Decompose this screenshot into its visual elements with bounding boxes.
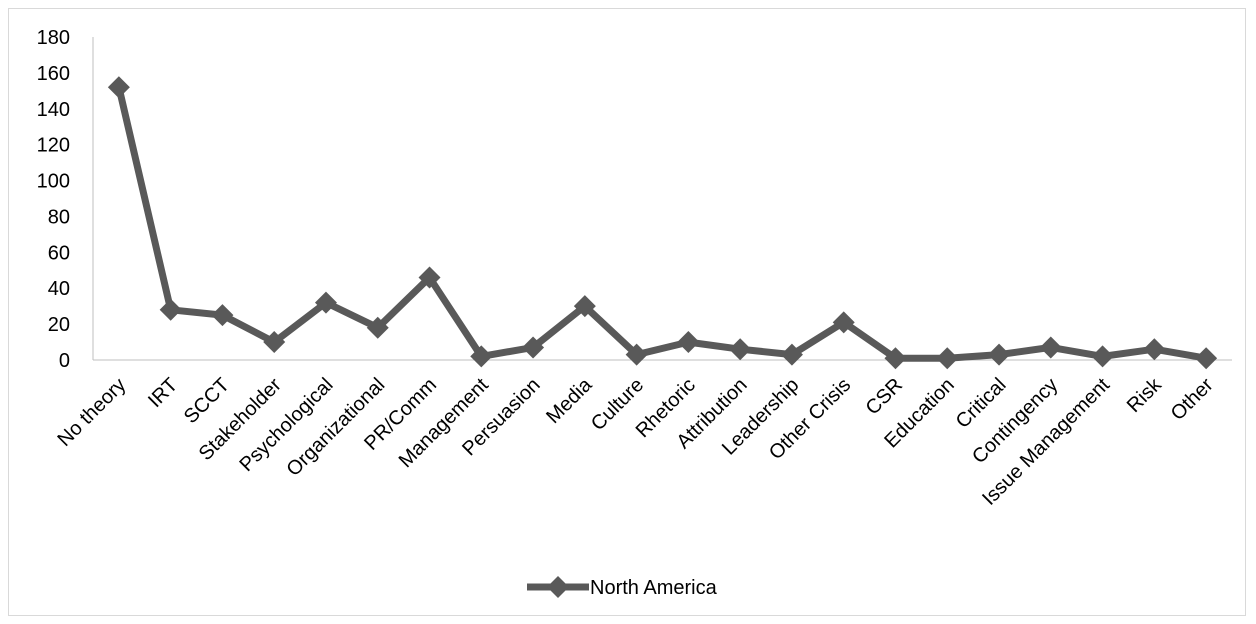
data-point-marker [107,76,130,99]
y-tick-label: 160 [37,63,70,85]
data-point-marker [677,331,700,354]
y-tick-label: 80 [48,206,70,228]
y-tick-label: 40 [48,278,70,300]
data-point-marker [418,266,441,289]
x-tick-label: Other [1167,374,1218,425]
data-point-marker [366,316,389,339]
data-point-marker [573,295,596,318]
x-tick-label: CSR [862,374,907,419]
data-point-marker [625,343,648,366]
data-point-marker [263,331,286,354]
data-point-marker [1091,345,1114,368]
data-point-marker [1039,336,1062,359]
data-point-marker [1195,347,1218,370]
series-line-north-america [115,86,1207,362]
data-point-marker [1143,338,1166,361]
series-markers [107,76,1218,370]
y-tick-label: 20 [48,314,70,336]
x-axis-labels: No theory IRTSCCTStakeholderPsychological… [54,373,1218,510]
data-point-marker [884,347,907,370]
data-point-marker [470,345,493,368]
y-tick-label: 180 [37,27,70,49]
x-tick-label: Management [395,374,493,472]
x-tick-label: Risk [1123,373,1167,417]
y-tick-label: 100 [37,171,70,193]
y-tick-label: 60 [48,242,70,264]
data-point-marker [729,338,752,361]
y-axis-labels: 0 20 40 60 80 100 120 140 160 180 [37,27,70,372]
data-point-marker [159,298,182,321]
data-point-marker [936,347,959,370]
data-point-marker [211,304,234,327]
data-point-marker [780,343,803,366]
y-tick-label: 0 [59,350,70,372]
legend: North America [527,576,718,599]
data-point-marker [522,336,545,359]
legend-marker [547,576,569,598]
y-tick-label: 140 [37,99,70,121]
y-tick-label: 120 [37,135,70,157]
data-point-marker [988,343,1011,366]
x-tick-label: IRT [144,374,182,412]
data-point-marker [314,291,337,314]
x-tick-label: No theory [54,374,131,451]
data-point-marker [832,311,855,334]
legend-label-north-america: North America [590,577,718,599]
